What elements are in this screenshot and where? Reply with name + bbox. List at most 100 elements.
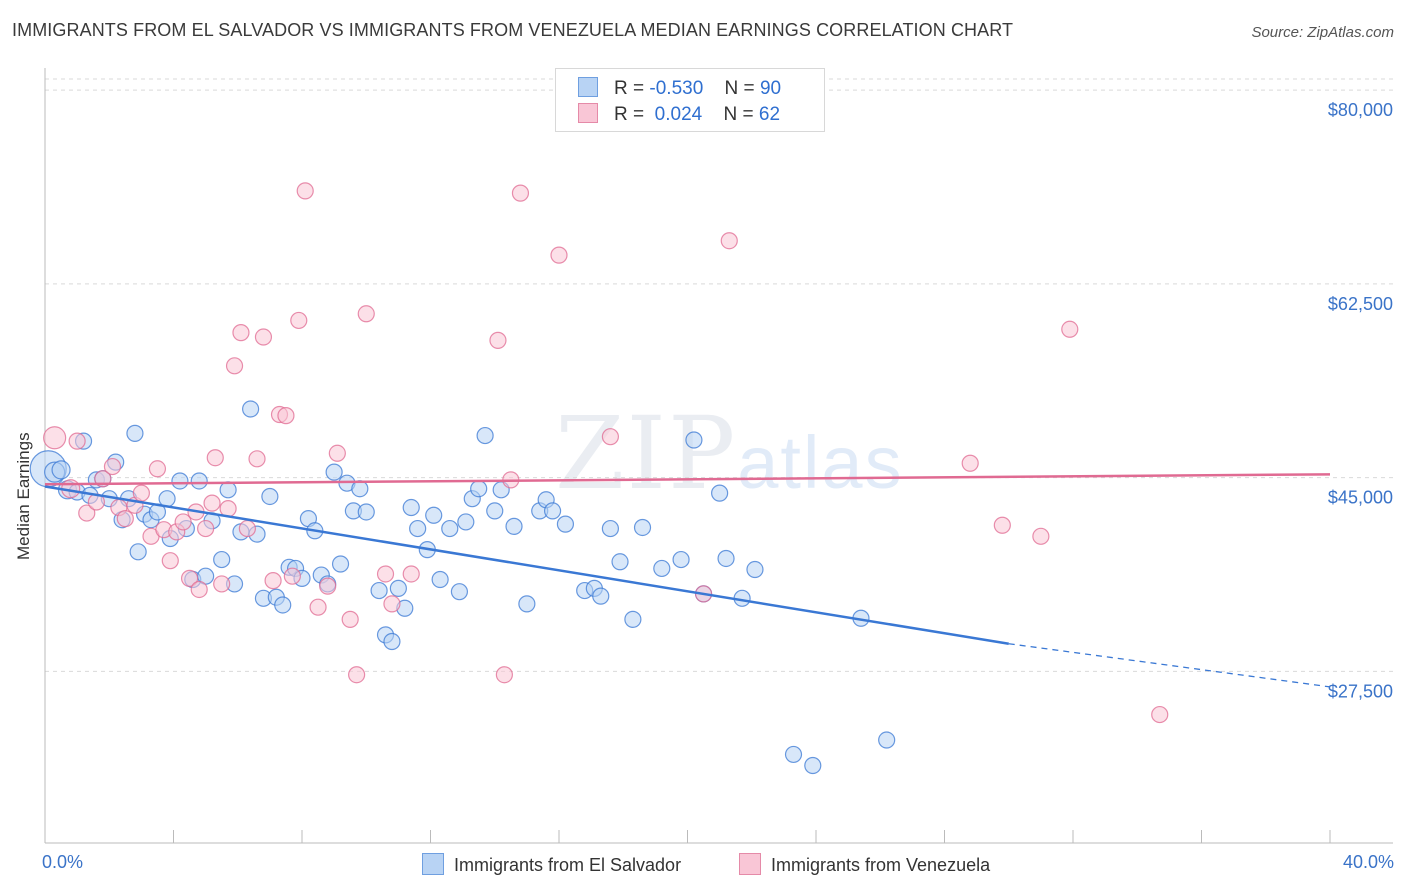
el-salvador-point <box>804 756 822 775</box>
el-salvador-point <box>450 583 469 601</box>
venezuela-point <box>148 460 167 478</box>
el-salvador-point <box>611 553 629 571</box>
el-salvador-point <box>51 460 71 480</box>
correlation-legend: R = -0.530 N = 90 R = 0.024 N = 62 <box>555 68 825 132</box>
el-salvador-point <box>601 519 620 538</box>
x-tick-label-min: 0.0% <box>42 852 84 872</box>
venezuela-point <box>341 610 359 628</box>
venezuela-point <box>78 504 96 522</box>
venezuela-point <box>197 519 215 538</box>
bottom-legend-label: Immigrants from El Salvador <box>454 855 682 875</box>
venezuela-point <box>1061 320 1079 338</box>
el-salvador-point <box>213 550 231 569</box>
el-salvador-point <box>746 560 764 579</box>
chart-title: IMMIGRANTS FROM EL SALVADOR VS IMMIGRANT… <box>12 20 1014 40</box>
bottom-legend-label: Immigrants from Venezuela <box>771 855 991 875</box>
bottom-legend-swatch-pink <box>739 853 761 875</box>
y-tick-label: $80,000 <box>1328 100 1393 120</box>
venezuela-point <box>277 407 295 425</box>
venezuela-point <box>296 182 314 200</box>
y-tick-label: $45,000 <box>1328 488 1393 508</box>
el-salvador-point <box>274 596 292 614</box>
y-tick-label: $62,500 <box>1328 294 1393 314</box>
el-salvador-point <box>685 431 703 449</box>
venezuela-point <box>180 569 199 587</box>
legend-n-label: N = <box>723 104 754 125</box>
venezuela-point <box>103 457 122 476</box>
el-salvador-point <box>383 632 401 651</box>
el-salvador-point <box>441 519 459 538</box>
el-salvador-point <box>126 424 144 442</box>
legend-row-el-salvador: R = -0.530 N = 90 <box>578 77 781 101</box>
legend-r-value: -0.530 <box>649 78 704 99</box>
el-salvador-trend-line <box>44 485 1009 645</box>
el-salvador-point <box>409 519 427 538</box>
legend-swatch-blue <box>578 77 598 97</box>
el-salvador-point <box>331 555 350 573</box>
el-salvador-point <box>518 595 536 613</box>
legend-n-value: 62 <box>758 104 781 125</box>
venezuela-point <box>161 552 179 570</box>
el-salvador-point <box>784 745 803 764</box>
el-salvador-point <box>505 517 523 535</box>
venezuela-point <box>357 305 375 323</box>
el-salvador-point <box>878 731 896 749</box>
source-label: Source: ZipAtlas.com <box>1251 24 1394 41</box>
el-salvador-point <box>543 502 562 520</box>
legend-n-value: 90 <box>759 78 782 99</box>
venezuela-point <box>511 184 530 202</box>
venezuela-point <box>283 567 301 585</box>
watermark-atlas: atlas <box>737 421 904 504</box>
watermark: ZIPatlas <box>555 395 904 512</box>
el-salvador-point <box>389 579 407 597</box>
el-salvador-point <box>242 400 260 418</box>
venezuela-point <box>190 580 208 599</box>
venezuela-point <box>248 450 266 468</box>
watermark-zip: ZIP <box>555 395 738 512</box>
el-salvador-point <box>129 543 147 561</box>
el-salvador-point <box>219 481 237 499</box>
venezuela-point <box>238 519 256 538</box>
el-salvador-point <box>357 503 375 521</box>
venezuela-point <box>264 572 282 590</box>
y-tick-label: $27,500 <box>1328 681 1393 701</box>
venezuela-point <box>309 598 327 616</box>
el-salvador-point <box>402 498 420 517</box>
el-salvador-point <box>171 472 189 490</box>
el-salvador-point <box>370 581 388 600</box>
el-salvador-trend-extension <box>1008 643 1331 688</box>
venezuela-point <box>961 454 979 472</box>
el-salvador-point <box>457 513 475 531</box>
venezuela-point <box>1151 705 1169 724</box>
venezuela-trend-line <box>44 473 1331 486</box>
legend-r-label: R = <box>614 104 645 125</box>
el-salvador-point <box>711 484 729 502</box>
x-tick-label-max: 40.0% <box>1342 852 1394 872</box>
legend-row-venezuela: R = 0.024 N = 62 <box>578 103 780 127</box>
venezuela-point <box>1032 527 1050 545</box>
bottom-legend-swatch-blue <box>422 853 444 875</box>
venezuela-point <box>402 565 420 583</box>
venezuela-point <box>328 444 346 462</box>
el-salvador-point <box>672 550 690 569</box>
venezuela-point <box>254 328 273 346</box>
el-salvador-point <box>325 463 343 481</box>
el-salvador-point <box>425 506 443 524</box>
venezuela-point <box>601 428 620 446</box>
venezuela-point <box>43 426 67 450</box>
el-salvador-point <box>476 426 494 445</box>
el-salvador-point <box>486 502 504 520</box>
venezuela-point <box>116 510 134 528</box>
venezuela-point <box>206 449 224 467</box>
venezuela-point <box>376 565 395 583</box>
legend-swatch-pink <box>578 103 598 123</box>
venezuela-point <box>348 666 366 684</box>
venezuela-point <box>489 331 507 349</box>
el-salvador-point <box>261 487 279 506</box>
venezuela-point <box>550 246 568 264</box>
venezuela-point <box>132 484 150 502</box>
el-salvador-point <box>431 570 449 589</box>
el-salvador-point <box>633 518 652 537</box>
el-salvador-point <box>717 549 735 568</box>
